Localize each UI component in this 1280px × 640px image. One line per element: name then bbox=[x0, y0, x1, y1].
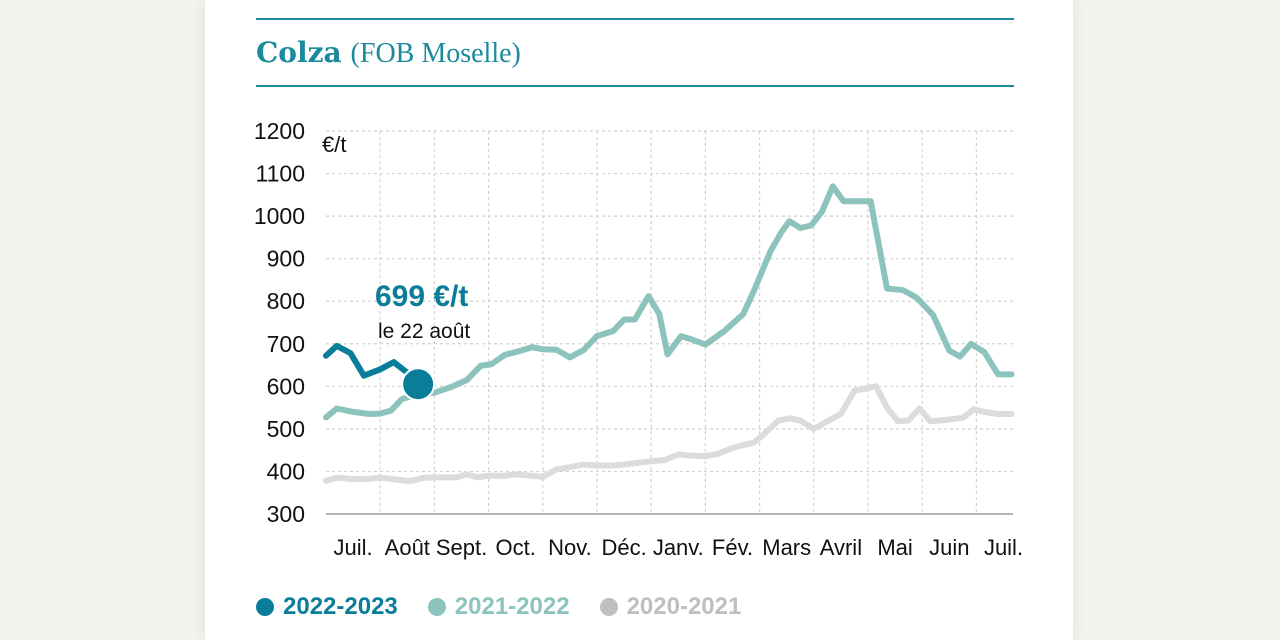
series-line-2022-2023 bbox=[323, 342, 422, 388]
top-rule bbox=[256, 18, 1014, 20]
y-tick-label: 900 bbox=[267, 246, 305, 272]
x-tick-label: Juin bbox=[929, 535, 969, 560]
y-tick-label: 400 bbox=[267, 458, 305, 484]
legend-item: 2022-2023 bbox=[256, 593, 398, 621]
legend-label: 2020-2021 bbox=[626, 593, 742, 620]
x-tick-label: Nov. bbox=[548, 535, 592, 560]
y-tick-label: 500 bbox=[267, 416, 305, 442]
x-tick-label: Juil. bbox=[984, 535, 1023, 560]
x-tick-label: Mai bbox=[877, 535, 912, 560]
x-tick-label: Fév. bbox=[712, 535, 753, 560]
chart-card bbox=[205, 0, 1073, 640]
y-tick-label: 800 bbox=[267, 288, 305, 314]
legend-dot-icon bbox=[256, 598, 274, 616]
title-product: Colza bbox=[256, 36, 342, 69]
y-tick-label: 1100 bbox=[256, 161, 305, 187]
legend-label: 2022-2023 bbox=[283, 593, 398, 620]
series-line-2021-2022 bbox=[323, 183, 1015, 421]
x-tick-label: Déc. bbox=[601, 535, 646, 560]
legend-dot-icon bbox=[427, 598, 446, 616]
x-tick-label: Mars bbox=[762, 535, 811, 560]
x-tick-label: Sept. bbox=[436, 535, 487, 560]
y-tick-label: 600 bbox=[267, 373, 305, 399]
y-tick-label: 300 bbox=[267, 501, 305, 527]
annotation-date: le 22 août bbox=[378, 320, 470, 343]
legend: 2022-2023 2021-2022 2020-2021 bbox=[256, 592, 771, 622]
current-value-marker bbox=[401, 367, 436, 402]
x-tick-label: Avril bbox=[820, 535, 862, 560]
legend-item: 2021-2022 bbox=[427, 593, 570, 621]
annotation-value: 699 €/t bbox=[375, 280, 468, 313]
series-line-2020-2021 bbox=[323, 383, 1015, 485]
legend-label: 2021-2022 bbox=[454, 593, 570, 620]
legend-item: 2020-2021 bbox=[599, 593, 742, 621]
y-tick-label: 1000 bbox=[254, 203, 305, 229]
title-underline bbox=[256, 85, 1014, 87]
x-tick-label: Juil. bbox=[334, 535, 373, 560]
title-location: (FOB Moselle) bbox=[350, 38, 521, 69]
y-unit-label: €/t bbox=[322, 132, 346, 157]
y-tick-label: 700 bbox=[267, 331, 305, 357]
x-tick-label: Oct. bbox=[496, 535, 536, 560]
chart-title: Colza (FOB Moselle) bbox=[256, 36, 521, 70]
x-tick-label: Janv. bbox=[653, 535, 704, 560]
legend-dot-icon bbox=[599, 598, 618, 616]
y-tick-label: 1200 bbox=[254, 118, 305, 144]
x-tick-label: Août bbox=[385, 535, 430, 560]
